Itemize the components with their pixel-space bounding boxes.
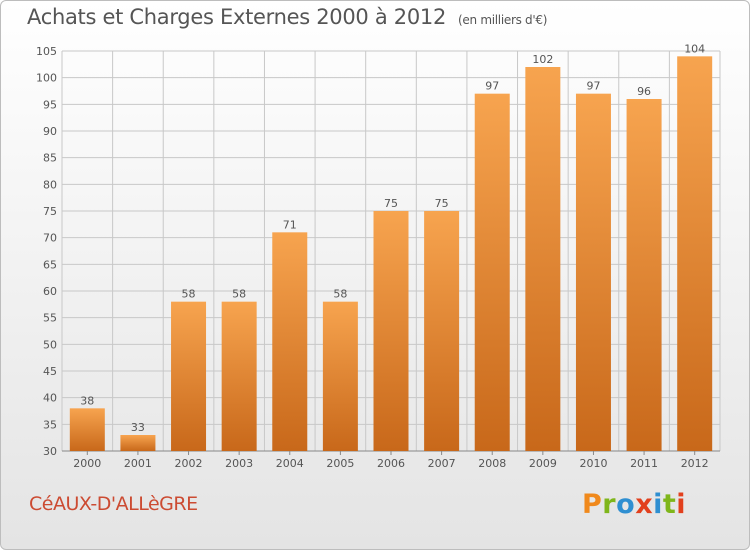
y-tick-label: 70 [43,232,57,245]
x-tick-label: 2000 [73,457,101,470]
y-tick-label: 45 [43,365,57,378]
bar [575,93,611,452]
bar [373,211,409,451]
title-text: Achats et Charges Externes 2000 à 2012 [27,5,447,29]
data-label: 71 [283,218,297,231]
y-tick-label: 105 [36,45,57,58]
x-tick-label: 2007 [428,457,456,470]
x-tick-label: 2002 [175,457,203,470]
logo-letter: r [602,489,617,520]
x-tick-label: 2001 [124,457,152,470]
y-tick-label: 50 [43,338,57,351]
data-label: 58 [333,288,347,301]
data-label: 38 [80,394,94,407]
x-tick-label: 2006 [377,457,405,470]
chart-subtitle: (en milliers d'€) [458,13,548,27]
bar [424,211,460,451]
commune-name: CéAUX-D'ALLèGRE [29,493,198,515]
y-tick-label: 100 [36,72,57,85]
x-tick-label: 2008 [478,457,506,470]
y-tick-label: 65 [43,258,57,271]
data-labels: 38 33 58 58 71 58 75 75 97 102 97 96 104 [80,42,705,434]
y-tick-label: 35 [43,418,57,431]
y-tick-label: 40 [43,392,57,405]
data-label: 75 [435,197,449,210]
logo-letter: i [653,489,663,520]
bar [322,301,358,451]
data-label: 75 [384,197,398,210]
logo-letter: t [662,489,677,520]
y-tick-label: 75 [43,205,57,218]
bar [221,301,257,451]
x-tick-label: 2004 [276,457,304,470]
proxiti-logo: Proxiti [582,489,686,520]
data-label: 58 [232,288,246,301]
y-tick-label: 60 [43,285,57,298]
y-tick-label: 30 [43,445,57,458]
logo-letter: P [582,489,603,520]
bar [272,232,308,451]
x-tick-label: 2010 [579,457,607,470]
logo-letter: x [635,489,654,520]
y-tick-label: 85 [43,152,57,165]
data-label: 102 [532,53,553,66]
bar [69,408,105,451]
data-label: 33 [131,421,145,434]
x-tick-label: 2005 [326,457,354,470]
x-tick-label: 2012 [681,457,709,470]
bars [69,56,713,452]
bar [677,56,713,451]
logo-letter: i [676,489,687,520]
data-label: 97 [586,80,600,93]
y-tick-label: 90 [43,125,57,138]
bar [171,301,207,451]
x-tick-label: 2003 [225,457,253,470]
x-tick-label: 2009 [529,457,557,470]
y-tick-label: 95 [43,98,57,111]
y-tick-label: 55 [43,312,57,325]
chart-title: Achats et Charges Externes 2000 à 2012 (e… [27,5,547,29]
logo-letter: o [616,489,636,520]
data-label: 104 [684,42,705,55]
bar [120,435,156,451]
bar [626,99,662,451]
bar [474,93,510,452]
data-label: 58 [182,288,196,301]
data-label: 96 [637,85,651,98]
data-label: 97 [485,80,499,93]
x-tick-label: 2011 [630,457,658,470]
y-tick-label: 80 [43,178,57,191]
bar [525,67,561,451]
